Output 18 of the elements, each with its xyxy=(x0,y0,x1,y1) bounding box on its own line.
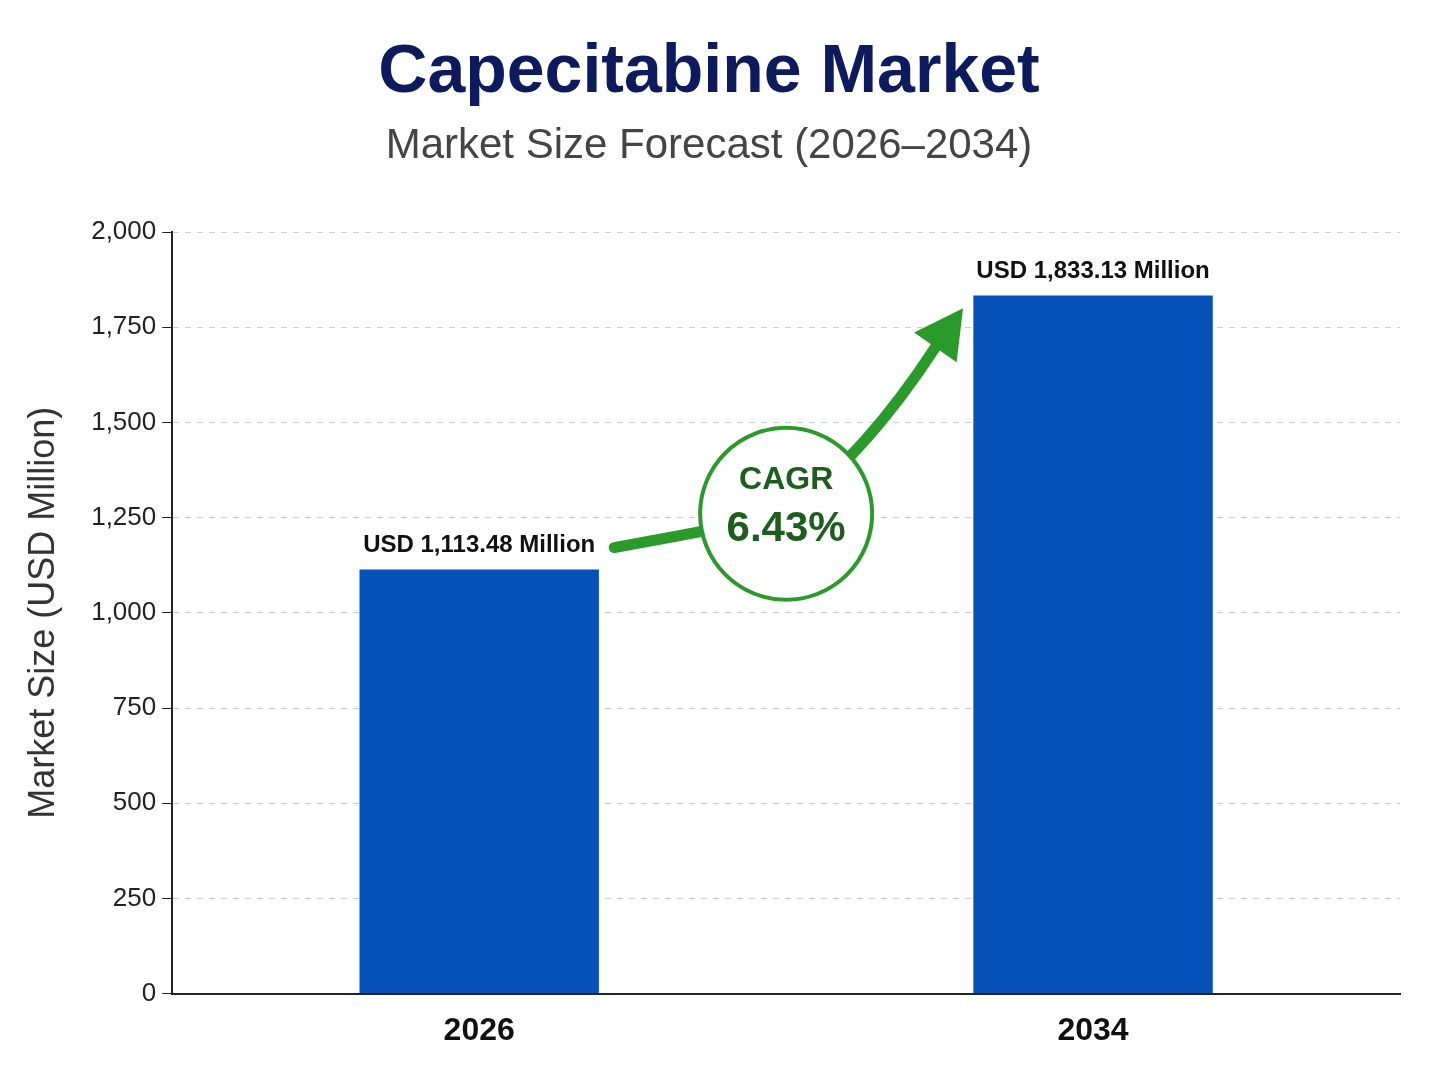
y-tick-label: 2,000 xyxy=(91,215,157,246)
y-tick-label: 250 xyxy=(112,881,157,912)
y-tick-label: 1,250 xyxy=(91,500,157,531)
annotation: CAGR xyxy=(738,459,835,496)
y-tick-label: 500 xyxy=(112,786,157,817)
annotation: 6.43% xyxy=(725,502,847,550)
y-tick-label: 750 xyxy=(112,691,157,722)
y-tick-label: 1,000 xyxy=(91,595,157,626)
data-label: USD 1,113.48 Million xyxy=(363,530,596,558)
x-tick-label: 2034 xyxy=(1057,1010,1129,1047)
y-tick-label: 1,500 xyxy=(91,405,157,436)
y-tick-label: 1,750 xyxy=(91,310,157,341)
chart-title: Capecitabine Market xyxy=(378,29,1040,106)
y-axis-title: Market Size (USD Million) xyxy=(20,406,62,819)
y-tick-label: 0 xyxy=(141,976,157,1007)
x-tick-label: 2026 xyxy=(443,1010,515,1047)
data-label: USD 1,833.13 Million xyxy=(976,256,1210,284)
chart-subtitle: Market Size Forecast (2026–2034) xyxy=(385,120,1033,168)
